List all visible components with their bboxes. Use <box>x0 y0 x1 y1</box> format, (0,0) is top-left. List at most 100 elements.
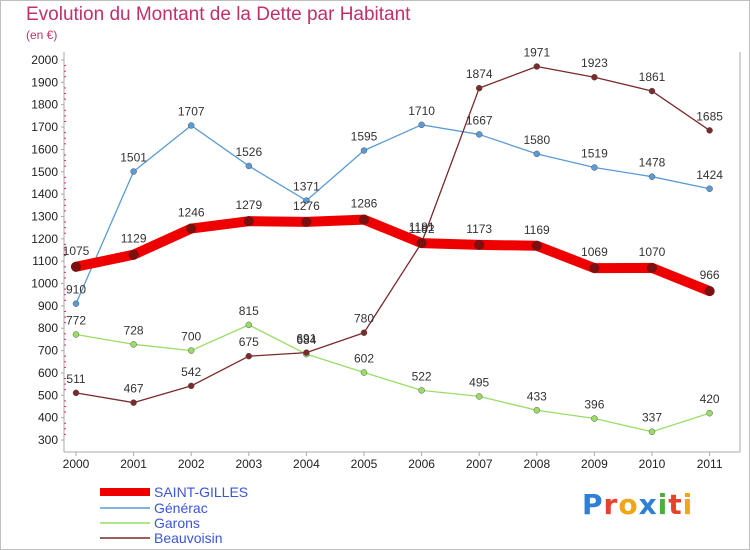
y-tick-label: 1000 <box>31 277 58 291</box>
data-label: 1173 <box>466 222 492 236</box>
data-point <box>589 263 600 274</box>
data-point <box>245 352 253 360</box>
x-tick-label: 2011 <box>697 457 723 471</box>
data-point <box>130 399 137 406</box>
data-point <box>706 127 713 134</box>
data-label: 772 <box>66 313 86 327</box>
y-tick-label: 2000 <box>31 53 58 67</box>
data-point <box>591 415 598 422</box>
data-label: 1874 <box>466 67 493 81</box>
data-point <box>531 240 542 251</box>
data-label: 1710 <box>408 104 435 118</box>
y-tick-label: 1400 <box>31 187 58 201</box>
data-point <box>130 341 137 348</box>
data-label: 966 <box>700 268 720 282</box>
y-tick-label: 900 <box>38 299 58 313</box>
data-point <box>245 321 253 329</box>
legend-label-saint-gilles: SAINT-GILLES <box>154 484 248 500</box>
logo-letter: x <box>638 488 658 521</box>
data-point <box>130 168 137 175</box>
data-point <box>474 239 485 250</box>
logo-letter: i <box>682 488 694 521</box>
y-tick-label: 1900 <box>31 75 58 89</box>
data-label: 675 <box>239 335 259 349</box>
x-tick-label: 2000 <box>63 457 90 471</box>
data-point <box>359 214 369 225</box>
data-point <box>418 121 425 129</box>
chart-unit-label: (en €) <box>26 28 58 42</box>
data-point <box>303 349 310 356</box>
data-point <box>418 387 425 394</box>
logo-letter: P <box>582 488 604 521</box>
legend-label-beauvoisin: Beauvoisin <box>154 530 223 546</box>
y-tick-label: 1500 <box>31 165 58 179</box>
data-point <box>706 185 713 193</box>
data-point <box>533 63 541 70</box>
x-tick-label: 2006 <box>408 457 435 471</box>
data-label: 1861 <box>639 70 666 84</box>
data-label: 1501 <box>120 151 147 165</box>
data-label: 700 <box>181 330 201 344</box>
data-label: 910 <box>66 283 86 297</box>
data-label: 1595 <box>351 130 378 144</box>
logo-letter: i <box>657 488 669 521</box>
data-label: 1279 <box>235 198 262 212</box>
x-tick-label: 2010 <box>639 457 666 471</box>
data-point <box>648 428 656 435</box>
data-point <box>360 147 368 154</box>
data-label: 1923 <box>581 56 608 70</box>
data-label: 1276 <box>293 199 320 213</box>
y-tick-label: 400 <box>38 411 58 425</box>
legend-label-générac: Générac <box>154 500 208 516</box>
y-tick-label: 600 <box>38 366 58 380</box>
data-label: 1070 <box>639 245 666 259</box>
data-label: 780 <box>354 312 374 326</box>
data-label: 1707 <box>178 104 205 118</box>
data-point <box>71 261 81 272</box>
logo-letter: t <box>668 488 683 521</box>
y-tick-label: 1100 <box>32 254 58 268</box>
data-label: 1424 <box>696 168 723 182</box>
y-tick-label: 300 <box>38 433 58 447</box>
data-label: 1286 <box>351 197 378 211</box>
data-point <box>187 347 195 354</box>
data-label: 522 <box>412 369 432 383</box>
data-label: 1971 <box>523 45 550 59</box>
series-line-garons <box>75 324 711 433</box>
x-tick-label: 2004 <box>293 457 320 471</box>
data-label: 1246 <box>178 206 205 220</box>
data-label: 1519 <box>581 147 608 161</box>
data-label: 1580 <box>523 133 550 147</box>
data-point <box>475 393 483 400</box>
data-point <box>647 262 657 273</box>
data-point <box>243 216 254 227</box>
y-tick-label: 1600 <box>31 142 58 156</box>
series-line-saint-gilles <box>71 214 715 297</box>
data-label: 1478 <box>639 156 666 170</box>
data-point <box>475 84 483 92</box>
data-label: 1169 <box>524 223 550 237</box>
logo-letter: r <box>603 488 619 521</box>
data-label: 1181 <box>409 220 435 234</box>
data-label: 433 <box>527 389 547 403</box>
series-line-beauvoisin <box>75 65 711 404</box>
legend-label-garons: Garons <box>154 515 200 531</box>
data-point <box>591 73 598 81</box>
data-label: 1685 <box>696 109 723 123</box>
y-tick-label: 1300 <box>31 209 58 223</box>
data-point <box>533 150 541 158</box>
data-label: 511 <box>66 372 85 386</box>
data-point <box>303 197 310 204</box>
x-tick-label: 2002 <box>178 457 205 471</box>
y-tick-label: 800 <box>38 321 58 335</box>
data-label: 396 <box>584 398 604 412</box>
data-label: 684 <box>296 333 316 347</box>
chart-title: Evolution du Montant de la Dette par Hab… <box>26 4 411 25</box>
data-point <box>128 249 139 260</box>
data-label: 495 <box>469 375 489 389</box>
data-label: 728 <box>124 323 144 337</box>
data-point <box>301 216 312 227</box>
x-tick-label: 2008 <box>523 457 550 471</box>
data-point <box>648 87 656 95</box>
